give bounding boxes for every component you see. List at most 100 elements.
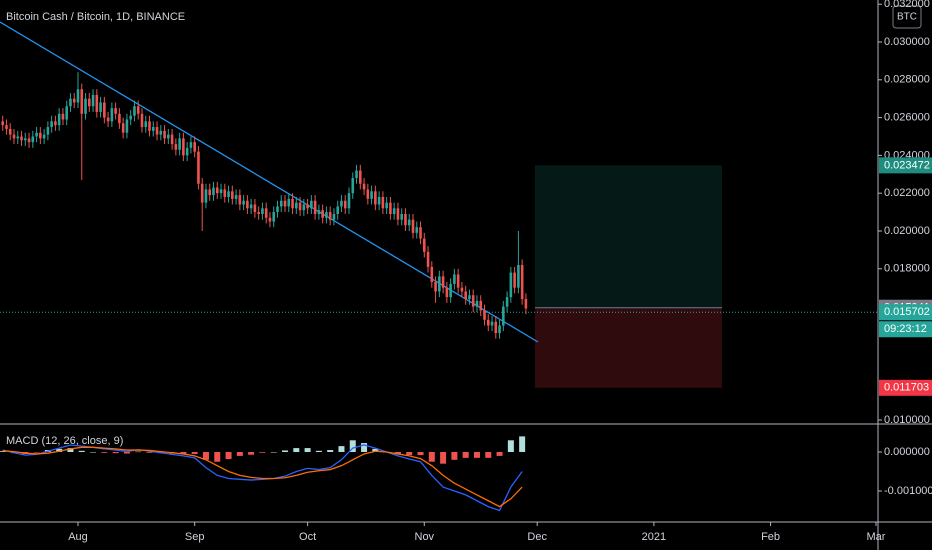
candle-body [389,202,392,214]
candle-body [347,193,351,209]
candle-body [69,98,72,107]
candle-body [298,202,302,211]
candle-body [151,127,155,131]
candle-body [438,276,441,292]
candle-body [268,217,272,222]
currency-button[interactable] [892,5,922,29]
histogram-bar [56,448,63,452]
x-tick-label: Sep [185,531,205,543]
candle-body [261,208,264,214]
last-price-label: 0.015702 [884,306,930,318]
histogram-bar [519,436,526,452]
histogram-bar [123,452,130,454]
histogram-bar [202,452,209,460]
candle-body [35,132,38,137]
candle-body [103,102,106,118]
x-tick-label: Mar [866,531,885,543]
candle-body [358,170,362,184]
candle-body [502,306,505,326]
histogram-bar [349,440,356,452]
candle-body [234,195,238,199]
histogram-bar [485,452,492,458]
candle-body [223,189,227,197]
histogram-bar [315,450,322,452]
candle-body [370,191,373,199]
histogram-bar [496,452,503,456]
histogram-bar [146,452,153,453]
x-tick-label: Nov [415,531,435,543]
candle-body [219,189,223,194]
candle-body [295,202,298,209]
candle-body [159,130,163,135]
x-tick-label: Dec [527,531,547,543]
y-tick-label: 0.032000 [884,0,930,10]
candle-body [140,113,144,128]
y-tick-label: 0.018000 [884,263,930,275]
candle-body [468,295,471,300]
histogram-bar [135,451,142,453]
candle-body [20,136,23,141]
candle-body [170,134,174,145]
signal-line [2,446,523,508]
candle-body [272,212,276,222]
y-tick-label: 0.030000 [884,36,930,48]
candle-body [246,200,249,209]
histogram-bar [236,452,243,456]
y-tick-label: 0.022000 [884,187,930,199]
candle-body [189,142,193,148]
candle-body [129,115,132,120]
candle-body [366,189,370,199]
candle-body [279,200,283,207]
candle-body [174,144,178,150]
histogram-bar [327,450,334,452]
candle-body [125,119,129,133]
candle-body [306,204,309,209]
candle-body [313,200,317,214]
x-tick-label: Aug [68,531,88,543]
candle-body [411,219,415,233]
histogram-bar [282,450,289,452]
candle-body [72,98,76,103]
candle-body [16,136,20,139]
candle-body [490,321,494,326]
histogram-bar [214,452,221,462]
candle-body [182,138,185,156]
candle-body [215,187,219,194]
candle-body [441,276,445,288]
countdown: 09:23:12 [884,323,927,335]
candle-body [8,128,12,135]
candle-body [351,178,355,194]
candle-body [12,134,16,139]
candle-body [106,117,110,122]
candle-body [396,208,400,220]
candle-body [133,106,136,116]
candle-body [291,198,294,209]
histogram-bar [338,446,345,452]
candle-body [517,265,520,288]
candle-body [524,299,528,309]
candle-body [415,227,419,233]
candle-body [392,208,396,214]
histogram-bar [462,452,469,458]
candle-body [238,195,242,205]
histogram-bar [90,452,97,453]
candle-body [46,127,50,135]
y-tick-label: -0.001000 [884,485,932,497]
candle-body [321,210,324,218]
candle-body [445,287,449,298]
candle-body [520,265,524,300]
histogram-bar [304,448,311,452]
candle-body [317,210,321,214]
candle-body [419,227,422,239]
histogram-bar [0,451,6,452]
stop-label-box [879,379,932,396]
candle-body [513,272,516,288]
y-tick-label: 0.000000 [884,446,930,458]
candle-body [5,125,8,129]
chart-title: Bitcoin Cash / Bitcoin, 1D, BINANCE [6,11,185,23]
candle-body [136,106,140,114]
candle-body [167,134,170,139]
y-tick-label: 0.020000 [884,225,930,237]
stop-label: 0.011703 [884,382,929,394]
